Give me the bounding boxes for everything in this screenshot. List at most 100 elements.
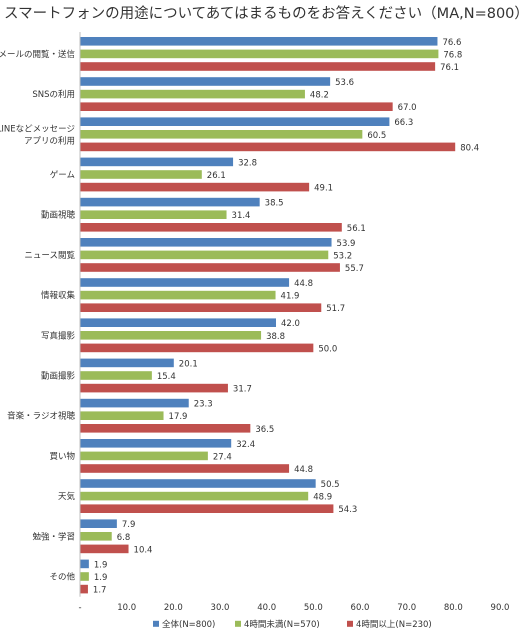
data-label: 76.6 (442, 38, 461, 48)
category-label: LINEなどメッセージ (0, 124, 75, 134)
bar-under-4h (80, 290, 276, 300)
data-label: 41.9 (281, 292, 300, 302)
category-label: その他 (49, 572, 75, 583)
legend-swatch (153, 620, 159, 627)
data-label: 54.3 (338, 505, 357, 515)
data-label: 31.4 (232, 211, 251, 221)
legend-swatch (235, 620, 241, 627)
category-label: ニュース閲覧 (24, 250, 75, 261)
bar-over-4h (80, 102, 393, 111)
bar-total (80, 398, 189, 408)
bar-total (80, 439, 232, 448)
data-label: 17.9 (169, 412, 188, 422)
x-tick-label: 20.0 (164, 603, 183, 613)
bar-over-4h (80, 424, 251, 433)
bar-over-4h (80, 182, 310, 192)
data-label: 6.8 (117, 533, 131, 543)
x-tick-label: - (78, 603, 81, 613)
legend-label: 4時間未満(N=570) (244, 619, 320, 630)
bar-under-4h (80, 491, 309, 501)
data-label: 48.9 (313, 493, 332, 503)
bar-over-4h (80, 584, 88, 594)
bar-total (80, 117, 390, 126)
data-label: 10.4 (134, 545, 153, 555)
legend-label: 4時間以上(N=230) (356, 620, 432, 630)
bar-under-4h (80, 331, 262, 340)
bar-total (80, 278, 290, 287)
data-label: 50.0 (318, 344, 337, 354)
chart-title: スマートフォンの用途についてあてはまるものをお答えください（MA,N=800） (4, 5, 521, 22)
data-label: 15.4 (157, 372, 176, 382)
data-label: 60.5 (367, 131, 386, 141)
data-label: 67.0 (398, 103, 417, 113)
bar-over-4h (80, 263, 340, 272)
category-label: 天気 (58, 491, 76, 502)
data-label: 42.0 (281, 319, 300, 329)
bar-under-4h (80, 250, 329, 260)
data-label: 76.8 (443, 50, 462, 60)
bar-total (80, 77, 331, 86)
data-label: 26.1 (207, 171, 226, 181)
x-tick-label: 30.0 (211, 603, 230, 613)
category-label: 勉強・学習 (32, 531, 75, 542)
bar-under-4h (80, 411, 164, 420)
data-label: 1.9 (94, 560, 108, 570)
data-label: 7.9 (122, 520, 136, 530)
data-label: 38.8 (266, 332, 285, 342)
bar-under-4h (80, 572, 89, 581)
data-label: 1.9 (94, 573, 108, 583)
data-label: 38.5 (265, 199, 284, 209)
x-tick-label: 80.0 (444, 603, 463, 613)
data-label: 55.7 (345, 264, 364, 274)
x-tick-label: 60.0 (351, 603, 370, 613)
category-label: SNSの利用 (32, 89, 75, 100)
bar-total (80, 519, 117, 528)
bar-over-4h (80, 343, 314, 353)
bar-over-4h (80, 544, 129, 554)
data-label: 27.4 (213, 452, 232, 462)
data-label: 31.7 (233, 385, 252, 395)
bar-over-4h (80, 223, 342, 232)
bar-total (80, 197, 260, 207)
bar-under-4h (80, 210, 227, 219)
bar-under-4h (80, 371, 152, 380)
bar-total (80, 37, 438, 46)
category-label: 音楽・ラジオ視聴 (7, 411, 75, 422)
x-tick-label: 90.0 (491, 603, 510, 613)
data-label: 23.3 (194, 400, 213, 410)
category-label: 動画撮影 (41, 371, 76, 382)
legend-swatch (347, 620, 353, 627)
bar-over-4h (80, 62, 436, 71)
data-label: 20.1 (179, 359, 198, 369)
bar-under-4h (80, 89, 305, 99)
data-label: 44.8 (294, 465, 313, 475)
bar-under-4h (80, 532, 112, 541)
category-label: アプリの利用 (24, 135, 75, 146)
data-label: 32.4 (236, 440, 255, 450)
data-label: 32.8 (238, 158, 257, 168)
bar-total (80, 318, 276, 327)
bar-under-4h (80, 49, 439, 59)
bar-total (80, 479, 316, 488)
data-label: 53.2 (333, 251, 352, 261)
data-label: 53.6 (335, 78, 354, 88)
x-tick-label: 40.0 (257, 603, 276, 613)
data-label: 49.1 (314, 184, 333, 194)
category-label: 動画視聴 (41, 210, 76, 221)
bar-over-4h (80, 504, 334, 513)
bar-total (80, 157, 234, 167)
data-label: 50.5 (321, 480, 340, 490)
bar-over-4h (80, 142, 456, 152)
bar-over-4h (80, 303, 322, 312)
x-tick-label: 10.0 (117, 603, 136, 613)
bar-total (80, 238, 332, 247)
data-label: 51.7 (326, 304, 345, 314)
data-label: 48.2 (310, 91, 329, 101)
category-label: 買い物 (49, 451, 75, 462)
data-label: 1.7 (93, 586, 107, 596)
bar-under-4h (80, 130, 363, 139)
x-tick-label: 70.0 (397, 603, 416, 613)
data-label: 36.5 (255, 425, 274, 435)
x-tick-label: 50.0 (304, 603, 323, 613)
